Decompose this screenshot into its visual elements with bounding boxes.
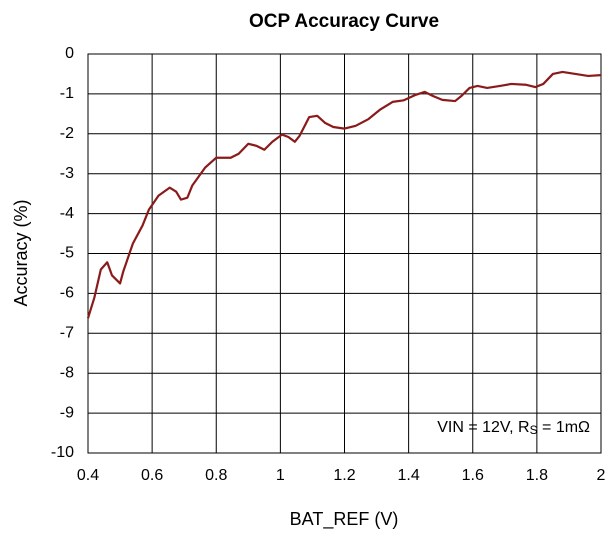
x-tick-label: 1 [276,467,285,484]
annotation-part: VIN = 12V, R [437,419,529,436]
plot-frame [87,53,602,454]
annotation-part: = 1mΩ [538,419,590,436]
x-tick-label: 2 [597,467,606,484]
data-line [86,70,602,319]
annotation: VIN = 12V, RS = 1mΩ [437,419,590,437]
y-tick-label: -8 [60,364,74,381]
x-tick-label: 1.2 [333,467,355,484]
x-tick-label: 0.4 [77,467,99,484]
y-tick-label: -4 [60,205,74,222]
x-tick-label: 1.6 [462,467,484,484]
y-tick-label: 0 [65,45,74,62]
x-tick-label: 1.8 [526,467,548,484]
y-tick-label: -6 [60,285,74,302]
y-tick-label: -2 [60,125,74,142]
x-tick-label: 1.4 [398,467,420,484]
x-tick-label: 0.6 [141,467,163,484]
y-tick-label: -9 [60,404,74,421]
y-tick-label: -10 [51,444,74,461]
y-tick-label: -5 [60,245,74,262]
y-axis-label: Accuracy (%) [11,199,31,306]
x-axis-label: BAT_REF (V) [290,509,399,530]
x-tick-label: 0.8 [205,467,227,484]
y-tick-label: -1 [60,85,74,102]
chart-title: OCP Accuracy Curve [249,11,439,32]
y-tick-label: -7 [60,325,74,342]
annotation-sub: S [530,423,538,437]
y-tick-label: -3 [60,165,74,182]
